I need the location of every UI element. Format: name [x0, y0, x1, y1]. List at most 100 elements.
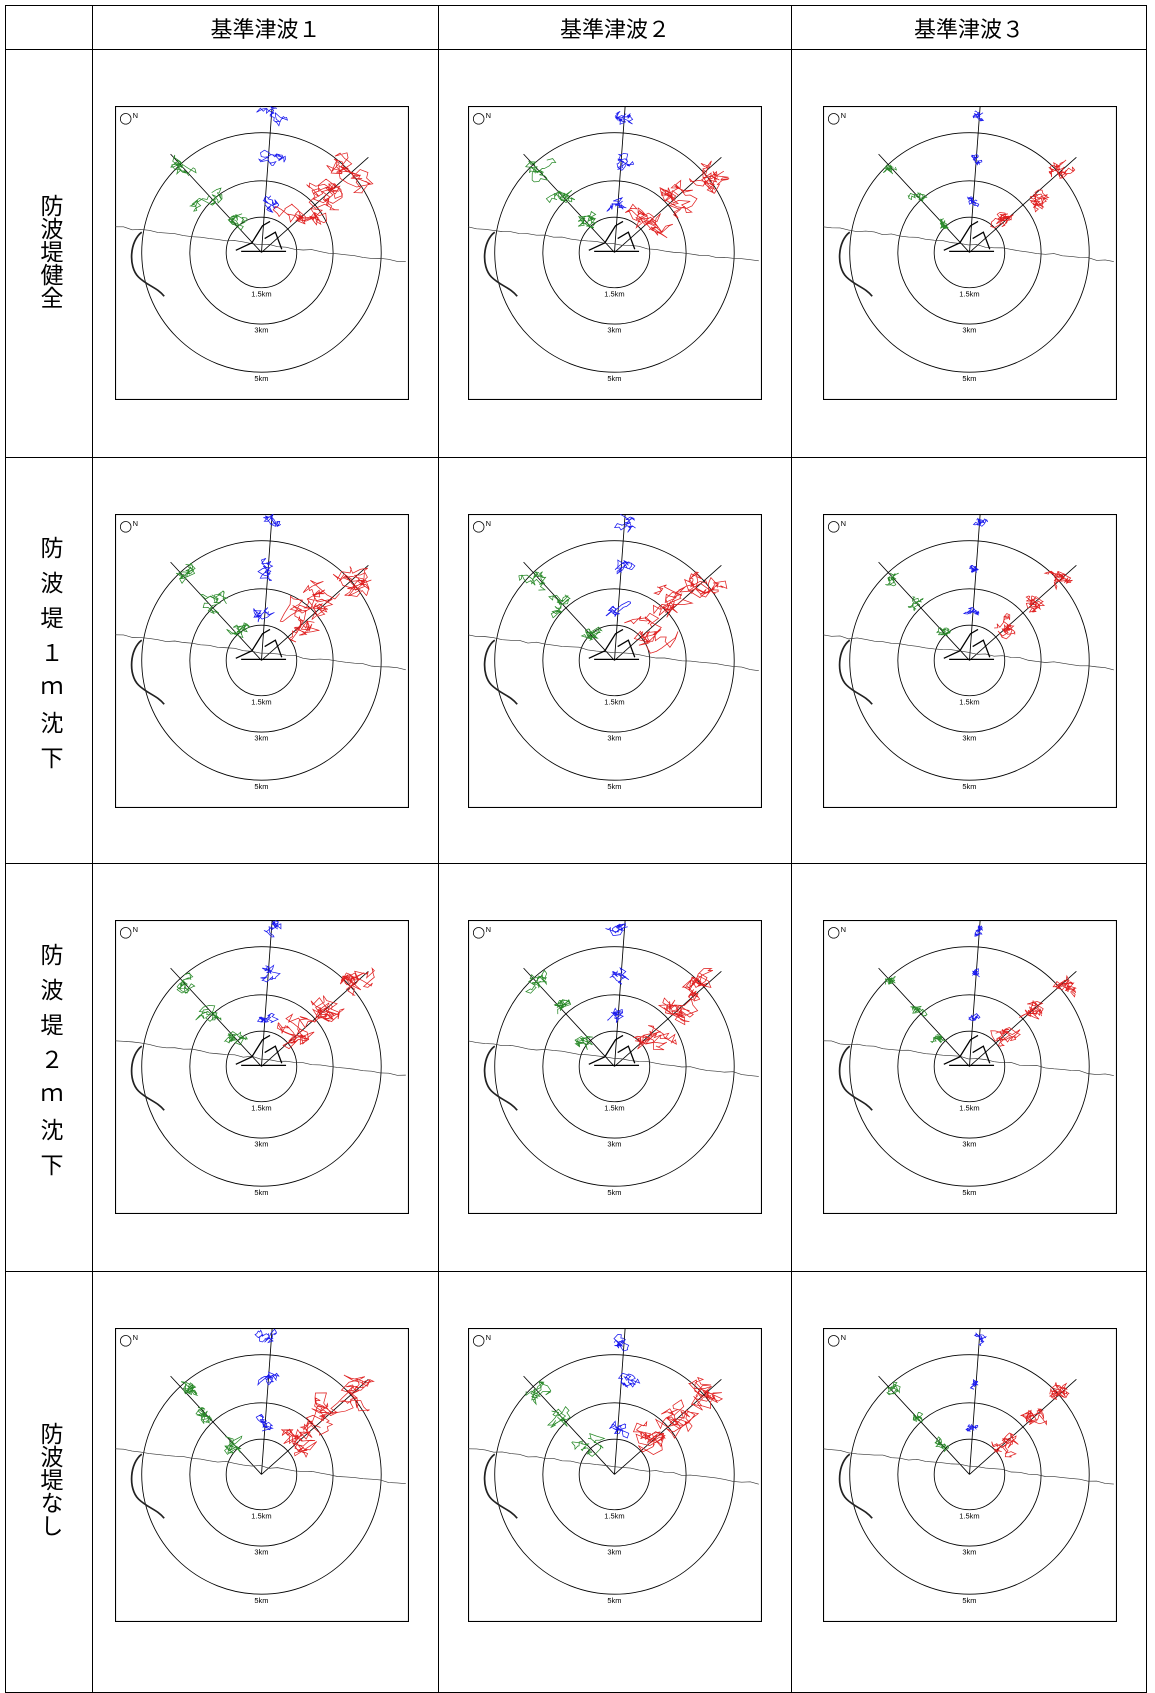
- tsunami-map: N 1.5km 3km 5km: [823, 1328, 1117, 1622]
- north-label: N: [133, 1333, 138, 1342]
- row-label: 防波堤１ｍ沈下: [37, 535, 62, 781]
- trajectory: [654, 1399, 700, 1439]
- compass: [827, 521, 840, 533]
- map-frame: [823, 1328, 1117, 1622]
- row-label-cell: 防波堤１ｍ沈下: [5, 457, 93, 864]
- tsunami-map: N 1.5km 3km 5km: [468, 106, 762, 400]
- range-ring: [578, 1438, 651, 1511]
- trajectory: [195, 1005, 222, 1022]
- trajectory: [257, 1371, 280, 1386]
- trajectory: [972, 968, 980, 978]
- map-cell: N 1.5km 3km 5km: [438, 49, 792, 458]
- trajectory: [310, 995, 345, 1023]
- breakwater: [943, 1034, 995, 1067]
- ring-label: 3km: [962, 326, 976, 335]
- map-frame: [115, 514, 409, 808]
- row-label-cell: 防波堤なし: [5, 1271, 93, 1693]
- trajectory: [580, 626, 603, 641]
- river: [838, 231, 873, 297]
- trajectory: [299, 1392, 338, 1438]
- trajectory: [882, 164, 898, 175]
- range-ring: [578, 216, 651, 289]
- trajectory: [574, 1035, 593, 1051]
- trajectory: [968, 1013, 981, 1021]
- trajectory: [281, 1428, 318, 1458]
- trajectory: [617, 1372, 641, 1388]
- map-cell: N 1.5km 3km 5km: [92, 863, 439, 1272]
- trajectory: [257, 558, 274, 581]
- trajectory: [272, 203, 327, 226]
- ring-label: 3km: [962, 1548, 976, 1557]
- range-ring: [542, 588, 687, 733]
- tsunami-map: N 1.5km 3km 5km: [823, 106, 1117, 400]
- trajectory: [175, 562, 196, 584]
- coastline: [468, 1448, 759, 1485]
- coastline: [468, 634, 759, 672]
- map-cell: N 1.5km 3km 5km: [92, 457, 439, 864]
- trajectory: [994, 613, 1016, 640]
- ring-label: 3km: [607, 1140, 621, 1149]
- coastline: [823, 1448, 1114, 1485]
- trajectory: [170, 154, 197, 177]
- trajectory: [939, 218, 949, 230]
- range-ring: [933, 1030, 1006, 1103]
- ring-label: 3km: [607, 734, 621, 743]
- tsunami-map: N 1.5km 3km 5km: [468, 1328, 762, 1622]
- tsunami-map: N 1.5km 3km 5km: [823, 920, 1117, 1214]
- range-ring: [189, 180, 334, 325]
- trajectory: [966, 196, 980, 208]
- range-ring: [494, 946, 735, 1187]
- table-row: 防波堤なし N 1.5km 3km 5km N 1.5km 3km 5km N 1.5km 3km 5k…: [5, 1271, 1147, 1693]
- ring-label: 5km: [607, 374, 621, 383]
- ring-label: 1.5km: [604, 1103, 624, 1112]
- map-cell: N 1.5km 3km 5km: [791, 1271, 1147, 1693]
- ring-label: 3km: [607, 326, 621, 335]
- river: [483, 639, 518, 705]
- corner-cell: [5, 5, 93, 50]
- map-cell: N 1.5km 3km 5km: [92, 49, 439, 458]
- trajectory: [255, 1413, 274, 1432]
- map-frame: [823, 514, 1117, 808]
- north-label: N: [486, 111, 491, 120]
- trajectory: [548, 594, 571, 619]
- coastline: [468, 1040, 759, 1077]
- trajectory: [256, 1012, 279, 1024]
- range-ring: [542, 1402, 687, 1547]
- river: [483, 231, 518, 297]
- trajectory: [991, 1432, 1019, 1458]
- breakwater: [235, 628, 287, 661]
- trajectory: [1052, 974, 1077, 998]
- trajectory: [253, 607, 275, 623]
- trajectory: [518, 570, 547, 591]
- trajectory: [885, 572, 899, 587]
- north-label: N: [133, 111, 138, 120]
- trajectory: [884, 976, 896, 985]
- range-ring: [141, 1354, 382, 1595]
- trajectory: [613, 1334, 630, 1352]
- range-ring: [225, 1438, 298, 1511]
- compass: [119, 1335, 132, 1347]
- ring-label: 5km: [962, 1188, 976, 1197]
- north-label: N: [486, 519, 491, 528]
- trajectory: [176, 972, 196, 994]
- range-ring: [542, 180, 687, 325]
- trajectory: [571, 1433, 606, 1457]
- trajectory: [189, 187, 223, 212]
- breakwater: [235, 1034, 287, 1067]
- trajectory: [652, 584, 694, 618]
- trajectory: [1043, 570, 1073, 591]
- range-ring: [578, 1030, 651, 1103]
- trajectory: [974, 925, 983, 937]
- trajectory: [256, 106, 289, 127]
- trajectory: [962, 607, 980, 616]
- trajectory: [180, 1381, 199, 1397]
- trajectory: [688, 1376, 724, 1411]
- table-row: 防波堤２ｍ沈下 N 1.5km 3km 5km N 1.5km 3km 5km N 1.5km 3km…: [5, 863, 1147, 1272]
- trajectory: [525, 969, 548, 994]
- breakwater: [943, 220, 995, 253]
- table-row: 防波堤１ｍ沈下 N 1.5km 3km 5km N 1.5km 3km 5km N 1.5km 3km…: [5, 457, 1147, 864]
- map-cell: N 1.5km 3km 5km: [438, 1271, 792, 1693]
- ring-label: 3km: [962, 1140, 976, 1149]
- trajectory: [970, 154, 983, 166]
- row-label: 防波堤健全: [37, 193, 62, 309]
